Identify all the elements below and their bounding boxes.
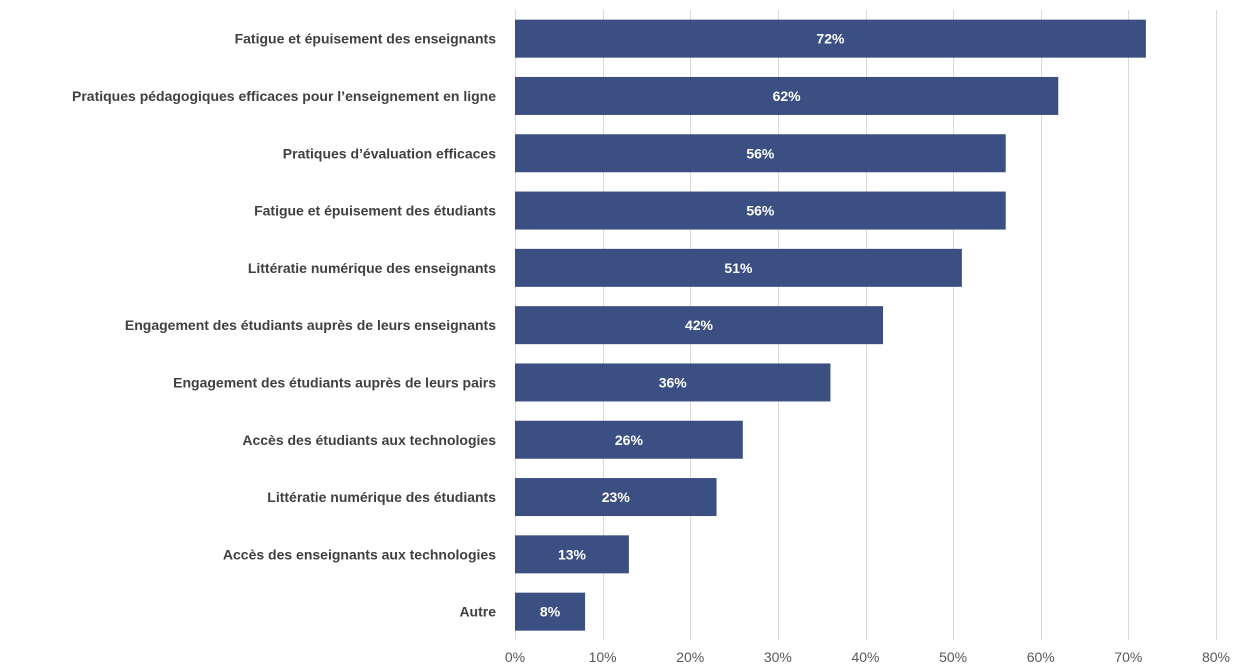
bar [515,306,884,345]
bar [515,478,717,517]
category-label: Accès des enseignants aux technologies [223,546,496,562]
bar [515,248,962,287]
bar [515,363,831,402]
category-label: Littératie numérique des étudiants [267,489,496,505]
bar [515,191,1006,230]
x-tick-label: 20% [676,649,704,665]
x-tick-label: 60% [1027,649,1055,665]
category-label: Fatigue et épuisement des enseignants [235,31,497,47]
category-label: Fatigue et épuisement des étudiants [254,203,496,219]
category-labels: Fatigue et épuisement des enseignants Pra… [72,31,496,620]
x-tick-label: 80% [1202,649,1230,665]
bar-value-label: 56% [746,145,775,161]
bar [515,592,586,631]
category-label: Autre [459,604,496,620]
x-tick-label: 30% [764,649,792,665]
bar-value-label: 23% [602,489,631,505]
category-label: Engagement des étudiants auprès de leurs… [125,317,496,333]
x-tick-label: 70% [1114,649,1142,665]
category-label: Pratiques d’évaluation efficaces [283,145,496,161]
bar-value-label: 72% [816,31,845,47]
bar-value-label: 13% [558,546,587,562]
bar-value-label: 56% [746,203,775,219]
x-tick-label: 50% [939,649,967,665]
bar [515,420,743,459]
bar [515,76,1059,115]
bar-value-label: 51% [724,260,753,276]
x-axis-ticks: 0% 10% 20% 30% 40% 50% 60% 70% 80% [505,649,1230,665]
bar [515,535,629,574]
bar-value-label: 26% [615,432,644,448]
bar-value-label: 8% [540,604,561,620]
bar [515,19,1146,58]
category-label: Accès des étudiants aux technologies [242,432,496,448]
bar-value-label: 42% [685,317,714,333]
bar-value-label: 62% [773,88,802,104]
bar-value-label: 36% [659,374,688,390]
category-label: Engagement des étudiants auprès de leurs… [173,374,496,390]
x-tick-label: 10% [589,649,617,665]
x-tick-label: 0% [505,649,525,665]
category-label: Pratiques pédagogiques efficaces pour l’… [72,88,496,104]
x-tick-label: 40% [851,649,879,665]
bars: 72% 62% 56% 56% 51% 42% 36% 26% 23% 13% 8% [515,19,1146,631]
category-label: Littératie numérique des enseignants [248,260,496,276]
bar [515,134,1006,173]
